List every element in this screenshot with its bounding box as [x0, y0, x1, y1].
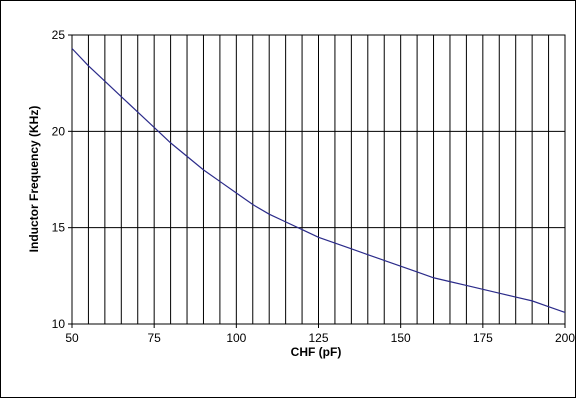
x-tick-label: 200 [555, 331, 575, 345]
y-tick-label: 25 [52, 28, 66, 42]
x-tick-label: 100 [226, 331, 246, 345]
tick-labels: 50 75 100 125 150 175 200 10 15 20 25 [52, 28, 576, 345]
x-tick-label: 50 [65, 331, 79, 345]
series-layer [71, 48, 566, 314]
y-axis-label: Inductor Frequency (KHz) [27, 106, 41, 253]
x-tick-label: 175 [473, 331, 493, 345]
x-tick-label: 125 [308, 331, 328, 345]
y-tick-label: 15 [52, 221, 66, 235]
grid-lines [72, 35, 565, 324]
x-axis-label: CHF (pF) [291, 345, 342, 359]
x-tick-label: 150 [391, 331, 411, 345]
x-tick-label: 75 [147, 331, 161, 345]
series-line [71, 48, 566, 314]
y-tick-label: 20 [52, 124, 66, 138]
y-tick-label: 10 [52, 317, 66, 331]
